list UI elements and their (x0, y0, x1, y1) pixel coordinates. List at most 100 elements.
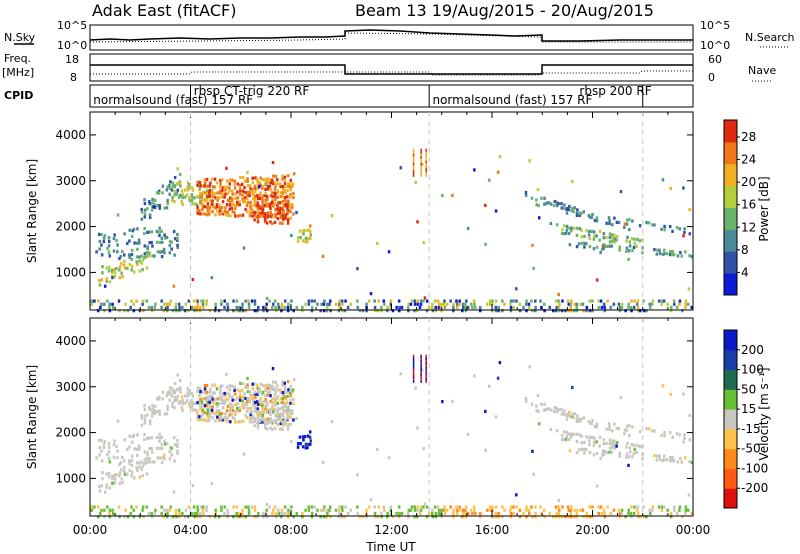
velocity-cell (290, 439, 293, 444)
power-cell (211, 194, 215, 199)
power-cell (284, 191, 287, 195)
colorbar-frame (723, 119, 738, 296)
velocity-cell (204, 397, 207, 401)
velocity-cell (146, 453, 149, 457)
power-cell (425, 160, 427, 164)
power-cell (413, 309, 416, 313)
power-cell (173, 253, 176, 257)
power-cell (443, 299, 446, 303)
power-cell (588, 244, 592, 249)
velocity-cell (598, 435, 602, 439)
velocity-cell (494, 415, 498, 419)
power-cell (160, 299, 163, 303)
velocity-cell (588, 515, 592, 519)
power-cell (165, 309, 169, 313)
velocity-cell (161, 455, 165, 460)
power-cell (597, 305, 601, 310)
power-cell (292, 309, 295, 313)
power-cell (179, 194, 182, 198)
power-cell (361, 309, 365, 313)
power-cell (635, 244, 638, 248)
power-cell (160, 305, 163, 310)
power-cell (198, 186, 202, 190)
power-cell (509, 305, 513, 310)
velocity-cell (681, 515, 684, 519)
velocity-cell (591, 515, 594, 519)
power-cell (175, 309, 178, 313)
power-cell (196, 211, 200, 215)
velocity-cell (675, 511, 679, 516)
freq-tick-top: 18 (65, 53, 79, 66)
velocity-cell (277, 511, 281, 516)
velocity-cell (171, 401, 174, 406)
velocity-colorbar-label: Velocity [m s⁻¹] (757, 367, 771, 460)
power-cell (136, 262, 139, 267)
velocity-cell (684, 508, 688, 512)
power-cell (213, 185, 216, 189)
power-cell (235, 305, 238, 310)
velocity-cell (103, 440, 107, 444)
velocity-cell (281, 412, 285, 416)
velocity-cell (223, 511, 226, 516)
power-cell (261, 184, 265, 189)
velocity-cell (323, 505, 326, 509)
power-cell (218, 189, 222, 193)
power-cell (218, 212, 221, 216)
power-cell (226, 213, 229, 218)
velocity-cell (151, 460, 154, 464)
power-cell (108, 302, 112, 306)
power-cell (142, 309, 145, 313)
power-cell (469, 302, 473, 306)
power-cell (291, 205, 294, 209)
velocity-cell (452, 508, 455, 512)
power-cell (560, 202, 563, 206)
velocity-cell (629, 511, 633, 516)
velocity-cell (602, 508, 606, 512)
power-cell (103, 309, 106, 313)
velocity-cell (340, 505, 344, 509)
power-cell (178, 181, 182, 186)
power-cell (344, 299, 347, 303)
velocity-cell (568, 410, 571, 415)
velocity-cell (276, 406, 280, 411)
velocity-cell (289, 415, 292, 420)
power-cell (249, 187, 252, 191)
velocity-cell (218, 418, 221, 422)
power-cell (215, 205, 219, 209)
velocity-cell (338, 511, 341, 516)
power-cell (648, 302, 651, 306)
velocity-cell (230, 412, 234, 416)
velocity-cell (636, 443, 639, 448)
power-cell (192, 299, 196, 303)
colorbar-tick-label: -100 (741, 461, 768, 475)
power-cell (400, 305, 404, 310)
velocity-cell (397, 515, 401, 519)
velocity-cell (269, 387, 273, 391)
power-cell (229, 214, 232, 218)
power-cell (190, 305, 193, 310)
power-cell (414, 180, 417, 184)
velocity-cell (171, 390, 175, 394)
power-cell (130, 264, 134, 268)
velocity-cell (578, 419, 581, 424)
power-cell (261, 214, 264, 218)
velocity-cell (171, 387, 174, 391)
velocity-cell (665, 458, 669, 462)
power-cell (268, 299, 271, 303)
velocity-cell (158, 436, 161, 440)
velocity-cell (592, 443, 596, 447)
velocity-cell (281, 401, 284, 405)
velocity-cell (661, 384, 665, 388)
power-cell (279, 184, 282, 189)
velocity-cell (180, 405, 183, 410)
velocity-cell (494, 515, 498, 519)
velocity-cell (268, 384, 272, 388)
power-cell (263, 203, 266, 208)
velocity-cell (203, 411, 207, 415)
velocity-cell (130, 505, 133, 509)
velocity-cell (103, 515, 106, 519)
velocity-cell (206, 395, 209, 399)
velocity-cell (228, 406, 232, 410)
